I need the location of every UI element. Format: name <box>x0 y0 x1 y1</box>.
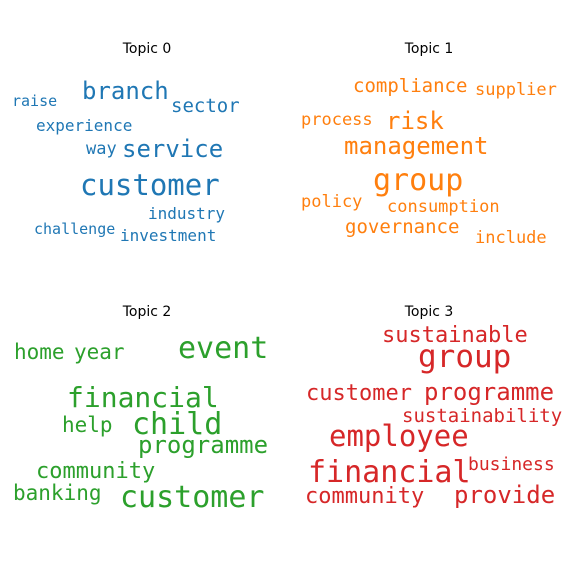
topic-0-word-way: way <box>86 139 117 159</box>
topic-0-word-sector: sector <box>171 95 240 117</box>
topic-0-word-branch: branch <box>82 77 169 105</box>
topic-2-panel: Topic 2 customer financial event childprogr… <box>13 304 268 515</box>
topic-0-word-challenge: challenge <box>34 220 115 238</box>
topic-0-word-raise: raise <box>12 92 57 110</box>
topic-0-word-customer: customer <box>80 168 220 202</box>
topic-3-word-customer: customer <box>306 381 412 406</box>
topic-2-word-community: community <box>36 459 155 484</box>
topic-1-word-governance: governance <box>345 216 459 238</box>
topic-1-word-consumption: consumption <box>387 197 500 217</box>
topic-0-title: Topic 0 <box>122 41 172 57</box>
topic-2-word-programme: programme <box>138 431 268 459</box>
topic-0-word-industry: industry <box>148 204 225 223</box>
topic-1-word-supplier: supplier <box>475 80 557 100</box>
topic-3-word-provide: provide <box>454 481 555 509</box>
topic-3-title: Topic 3 <box>404 304 454 320</box>
topic-3-word-group: group <box>418 339 511 375</box>
topic-1-word-process: process <box>301 110 373 130</box>
topic-2-word-banking: banking <box>13 481 102 505</box>
topic-2-title: Topic 2 <box>122 304 172 320</box>
topic-1-word-management: management <box>344 132 489 160</box>
topic-2-word-home: home <box>14 340 65 364</box>
topic-1-title: Topic 1 <box>404 41 454 57</box>
topic-2-word-child: child <box>132 407 222 442</box>
topic-1-word-include: include <box>475 228 547 248</box>
topic-3-word-employee: employee <box>329 419 469 453</box>
topic-0-word-service: service <box>122 135 223 163</box>
topic-1-word-policy: policy <box>301 192 362 212</box>
topic-3-word-business: business <box>468 454 555 475</box>
topic-2-word-financial: financial <box>67 381 219 414</box>
topic-3-word-programme: programme <box>424 378 554 406</box>
topic-3-word-sustainability: sustainability <box>402 405 562 427</box>
topic-2-word-event: event <box>178 331 268 366</box>
topic-3-word-community: community <box>305 484 424 509</box>
topic-3-word-sustainable: sustainable <box>382 323 528 348</box>
topic-2-word-customer: customer <box>120 480 265 515</box>
topic-0-panel: Topic 0 customer branch service sector way in… <box>12 41 240 245</box>
topic-3-word-financial: financial <box>308 455 471 490</box>
topic-0-word-experience: experience <box>36 116 132 135</box>
topic-1-word-group: group <box>373 163 463 198</box>
topic-1-word-risk: risk <box>386 107 444 135</box>
topic-0-word-investment: investment <box>120 226 216 245</box>
topic-2-word-year: year <box>74 340 125 364</box>
topic-1-word-compliance: compliance <box>353 75 467 97</box>
topic-2-word-help: help <box>62 413 113 437</box>
